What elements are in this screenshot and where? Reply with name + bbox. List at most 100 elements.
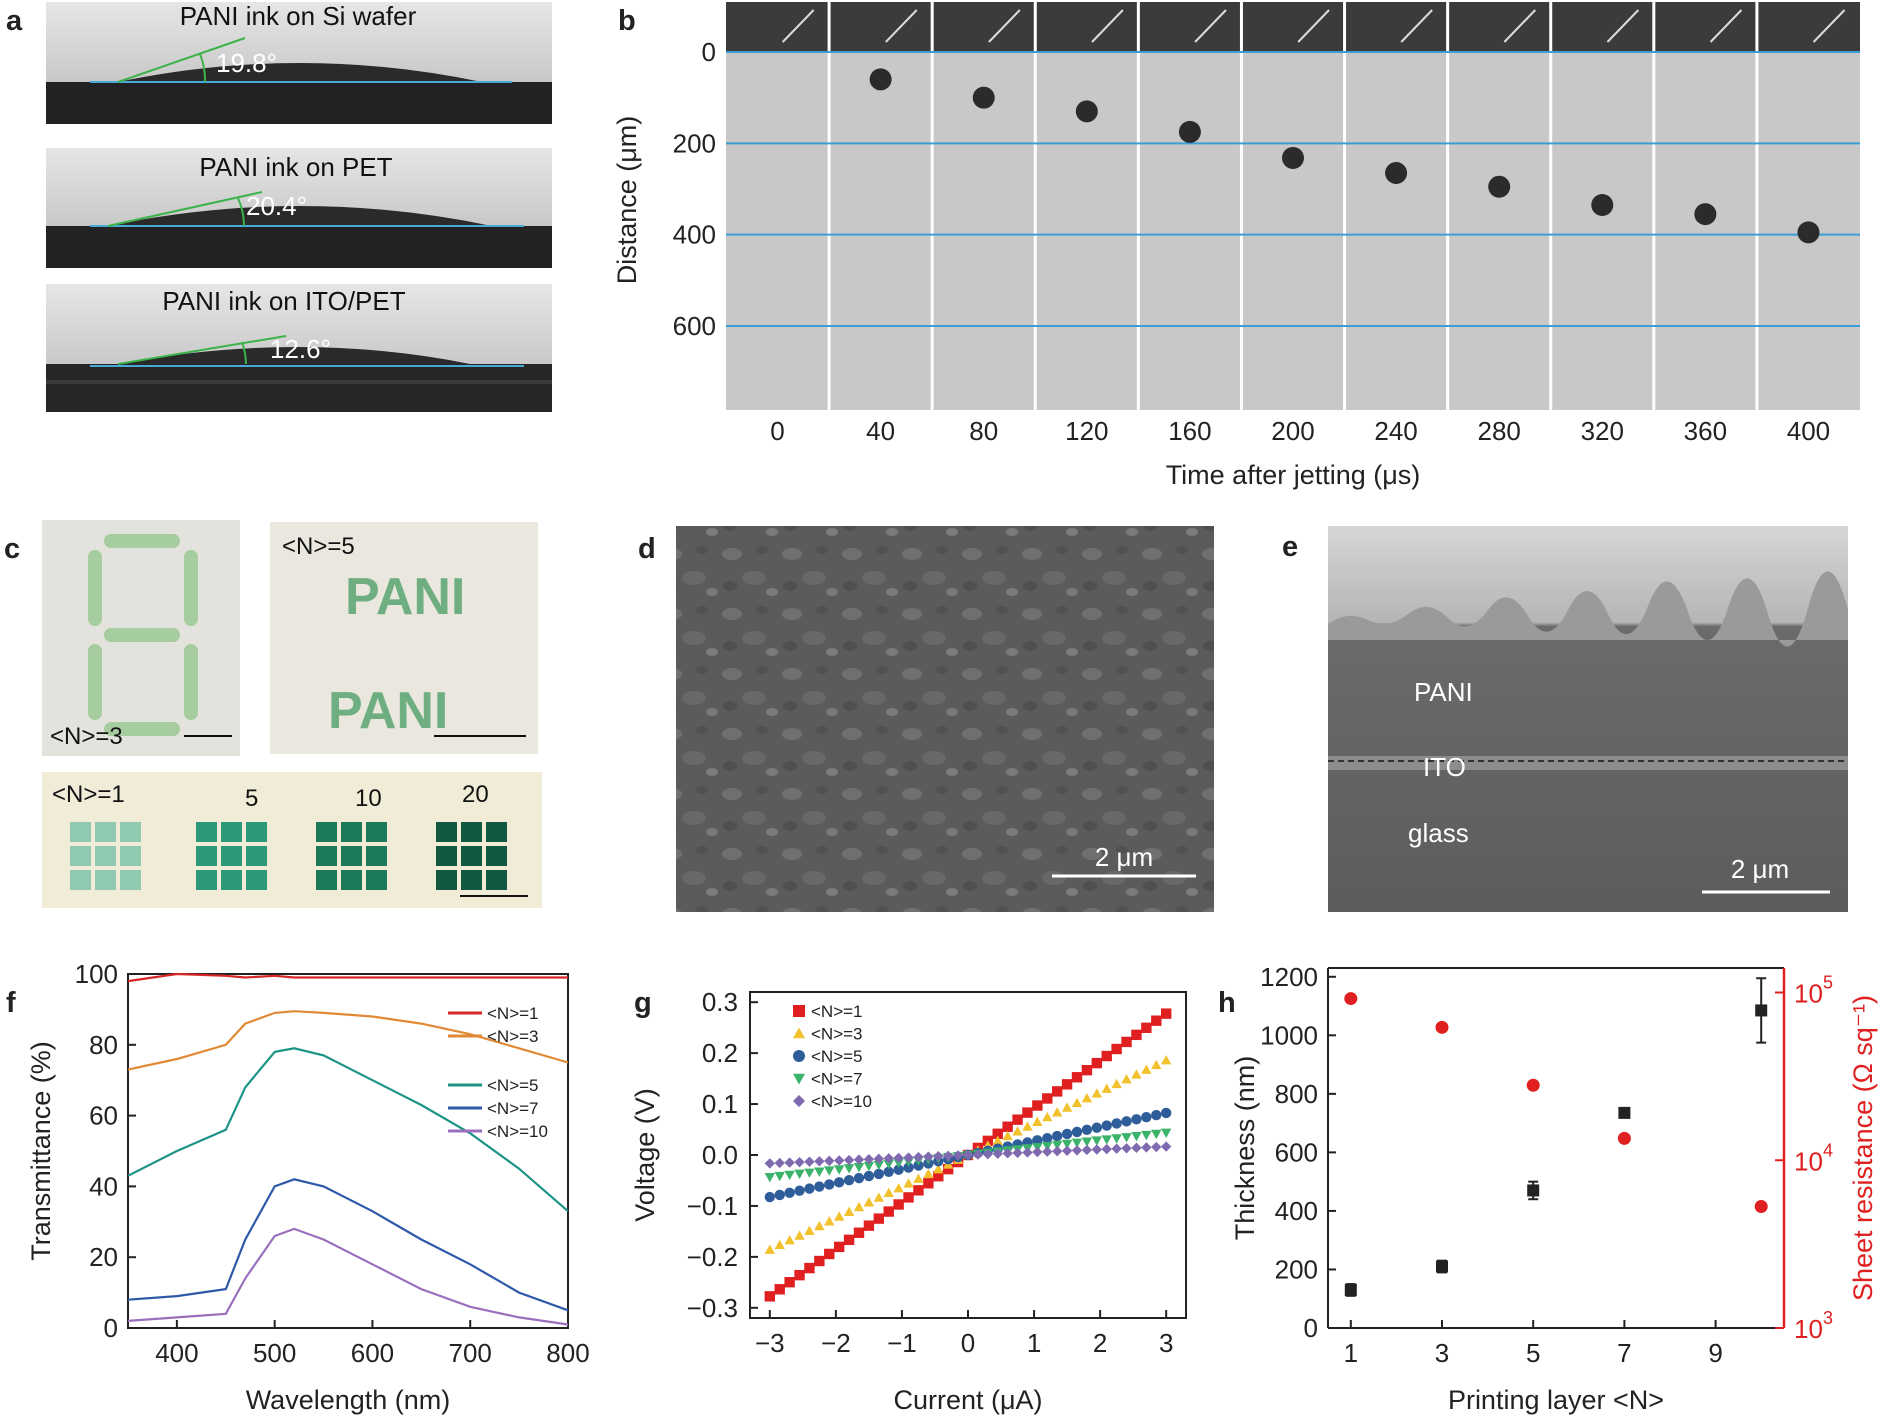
iv-data-point	[913, 1173, 924, 1183]
g-x-tick-label: 2	[1093, 1328, 1107, 1358]
iv-data-point	[913, 1185, 924, 1196]
contact-angle-title-ito-pet: PANI ink on ITO/PET	[162, 286, 405, 316]
h-x-tick-label: 9	[1708, 1338, 1722, 1368]
f-x-tick-label: 700	[449, 1338, 492, 1368]
iv-data-point	[933, 1171, 944, 1182]
f-x-tick-label: 500	[253, 1338, 296, 1368]
iv-data-point	[824, 1179, 835, 1190]
f-y-axis-label: Transmittance (%)	[26, 1041, 56, 1261]
nozzle-glint	[1606, 9, 1640, 43]
iv-data-point	[1071, 1097, 1083, 1108]
h-y2-tick-label: 10	[1794, 1314, 1823, 1344]
sem-surface-scale-bar: 2 μm	[1095, 842, 1153, 872]
h-x-tick-label: 7	[1617, 1338, 1631, 1368]
g-legend-marker	[793, 1050, 805, 1062]
b-x-tick-label: 240	[1374, 416, 1417, 446]
iv-data-point	[933, 1151, 944, 1162]
iv-data-point	[824, 1216, 835, 1226]
iv-data-point	[923, 1151, 934, 1162]
pani-print-layer-label: <N>=5	[282, 533, 355, 560]
cross-section-scale-bar: 2 μm	[1731, 854, 1789, 884]
iv-data-point	[903, 1152, 914, 1163]
iv-data-point	[883, 1153, 894, 1164]
resistance-data-point	[1754, 1200, 1768, 1214]
iv-data-point	[833, 1211, 845, 1221]
iv-data-point	[893, 1164, 904, 1175]
iv-data-point	[1111, 1078, 1122, 1089]
iv-data-point	[1081, 1144, 1093, 1156]
printed-square	[436, 870, 457, 890]
iv-data-point	[992, 1148, 1003, 1159]
g-x-tick-label: −2	[821, 1328, 851, 1358]
printed-square	[221, 870, 242, 890]
h-y2-tick-label: 10	[1794, 979, 1823, 1009]
droplet-frames-background	[726, 2, 1860, 410]
panel-letter-g: g	[634, 987, 652, 1019]
iv-data-point	[1012, 1147, 1023, 1159]
f-legend-label: <N>=1	[487, 1004, 539, 1023]
b-y-axis-label: Distance (μm)	[612, 116, 642, 285]
droplet-frames	[726, 2, 1860, 410]
b-x-tick-label: 0	[770, 416, 784, 446]
iv-data-point	[863, 1161, 875, 1172]
iv-data-point	[873, 1168, 885, 1180]
h-y2-axis-label: Sheet resistance (Ω sq⁻¹)	[1848, 995, 1878, 1301]
printed-square	[486, 846, 507, 866]
iv-data-point	[853, 1172, 865, 1184]
panel-a: a PANI ink on Si wafer 19.8° PANI ink on…	[6, 1, 552, 412]
cross-section-layer-ito: ITO	[1423, 752, 1466, 782]
iv-data-point	[923, 1168, 934, 1179]
transmittance-series-line	[127, 972, 568, 983]
printed-square	[120, 870, 141, 890]
iv-data-point	[1160, 1107, 1172, 1119]
panel-letter-d: d	[638, 533, 656, 565]
printed-square	[120, 846, 141, 866]
cross-section-layer-glass: glass	[1408, 818, 1469, 848]
f-y-tick-label: 0	[104, 1313, 118, 1343]
iv-data-point	[1091, 1144, 1103, 1155]
iv-data-point	[1101, 1143, 1112, 1155]
g-legend-marker	[793, 1027, 805, 1039]
f-plot-frame	[127, 973, 569, 1329]
transmittance-series-line	[127, 1047, 569, 1213]
iv-data-point	[1160, 1008, 1172, 1019]
resistance-data-point	[1526, 1078, 1540, 1092]
g-x-tick-label: 1	[1027, 1328, 1041, 1358]
printed-square	[221, 822, 242, 842]
iv-data-point	[1002, 1121, 1013, 1132]
f-legend-label: <N>=10	[487, 1122, 548, 1141]
iv-data-point	[1061, 1128, 1073, 1140]
iv-data-point	[863, 1197, 875, 1207]
printed-square	[70, 822, 91, 842]
droplet-marker	[1694, 203, 1717, 226]
iv-data-point	[1141, 1130, 1152, 1141]
printed-square	[221, 846, 242, 866]
iv-data-point	[1151, 1109, 1162, 1121]
resistance-data-point	[1344, 992, 1358, 1006]
b-y-tick-label: 0	[702, 37, 716, 67]
g-x-tick-label: 3	[1159, 1328, 1173, 1358]
iv-data-point	[1141, 1142, 1152, 1153]
iv-data-point	[992, 1135, 1003, 1145]
panel-letter-b: b	[618, 5, 636, 37]
iv-data-point	[804, 1168, 815, 1178]
iv-data-point	[1111, 1143, 1122, 1154]
iv-data-point	[804, 1156, 815, 1167]
iv-data-point	[1131, 1142, 1142, 1154]
f-legend-label: <N>=5	[487, 1076, 539, 1095]
iv-data-point	[833, 1165, 845, 1175]
b-x-tick-label: 80	[969, 416, 998, 446]
f-y-tick-label: 100	[75, 959, 118, 989]
droplet-marker	[1488, 175, 1511, 198]
iv-data-point	[1101, 1050, 1112, 1062]
b-x-tick-label: 360	[1684, 416, 1727, 446]
iv-data-point	[1160, 1141, 1172, 1152]
iv-data-point	[833, 1177, 845, 1188]
iv-data-point	[824, 1155, 835, 1167]
g-x-tick-label: −3	[755, 1328, 785, 1358]
panel-b: b 0 40 80 120 160 200 240 280 320 360 400 0 200 400 60…	[612, 2, 1860, 490]
thickness-data-point	[1344, 1283, 1357, 1296]
f-y-tick-label: 40	[89, 1171, 118, 1201]
iv-data-point	[853, 1201, 865, 1212]
